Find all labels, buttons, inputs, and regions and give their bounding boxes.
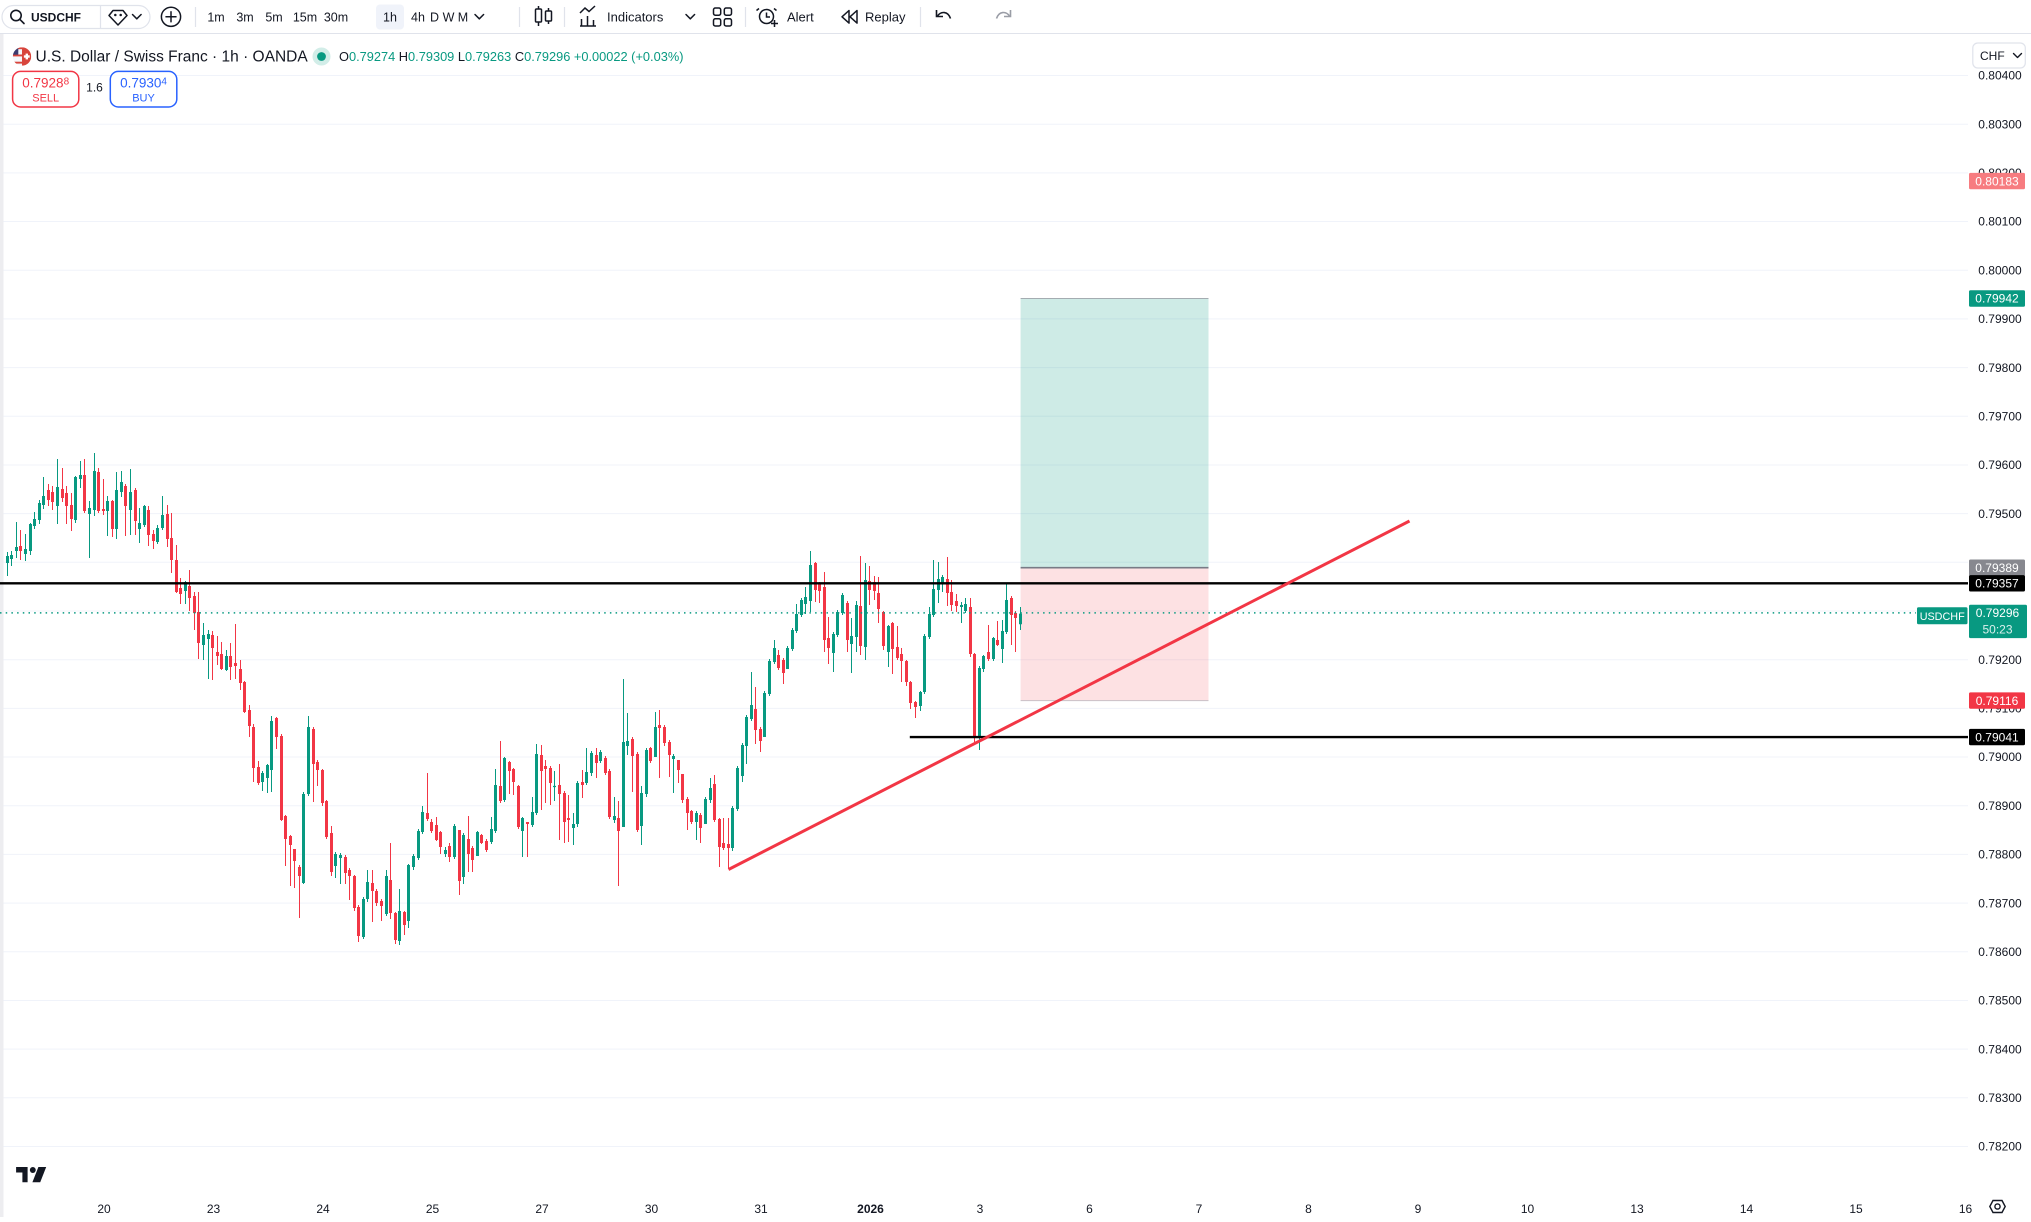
svg-text:0.80183: 0.80183	[1975, 174, 2019, 188]
svg-text:0.80400: 0.80400	[1978, 69, 2022, 83]
svg-text:24: 24	[316, 1202, 330, 1216]
svg-text:USDCHF: USDCHF	[1920, 611, 1965, 623]
svg-text:M: M	[458, 11, 468, 25]
svg-text:0.80000: 0.80000	[1978, 263, 2022, 277]
svg-text:Alert: Alert	[787, 10, 814, 25]
svg-text:0.78400: 0.78400	[1978, 1042, 2022, 1056]
svg-text:13: 13	[1630, 1202, 1644, 1216]
svg-text:0.79357: 0.79357	[1975, 577, 2019, 591]
svg-text:Replay: Replay	[865, 10, 906, 25]
svg-text:30m: 30m	[324, 11, 348, 25]
svg-text:0.80100: 0.80100	[1978, 215, 2022, 229]
svg-text:27: 27	[535, 1202, 549, 1216]
svg-text:BUY: BUY	[132, 93, 155, 105]
svg-text:7: 7	[1196, 1202, 1203, 1216]
svg-text:20: 20	[97, 1202, 111, 1216]
svg-text:0.79500: 0.79500	[1978, 507, 2022, 521]
svg-text:0.79304: 0.79304	[120, 76, 167, 91]
svg-text:0.79200: 0.79200	[1978, 653, 2022, 667]
svg-text:5m: 5m	[265, 11, 282, 25]
svg-text:SELL: SELL	[32, 93, 59, 105]
svg-text:0.78200: 0.78200	[1978, 1140, 2022, 1154]
svg-text:0.78600: 0.78600	[1978, 945, 2022, 959]
svg-text:0.78800: 0.78800	[1978, 848, 2022, 862]
svg-text:0.78900: 0.78900	[1978, 799, 2022, 813]
svg-text:1m: 1m	[207, 11, 224, 25]
svg-text:0.78300: 0.78300	[1978, 1091, 2022, 1105]
svg-text:0.79288: 0.79288	[22, 76, 69, 91]
svg-text:4h: 4h	[411, 11, 425, 25]
svg-text:0.79700: 0.79700	[1978, 410, 2022, 424]
svg-text:1.6: 1.6	[86, 81, 103, 95]
svg-text:23: 23	[207, 1202, 221, 1216]
svg-text:3: 3	[977, 1202, 984, 1216]
svg-text:3m: 3m	[236, 11, 253, 25]
svg-text:CHF: CHF	[1980, 49, 2005, 63]
svg-text:O0.79274 H0.79309 L0.79263 C0.: O0.79274 H0.79309 L0.79263 C0.79296 +0.0…	[339, 49, 683, 64]
svg-text:0.79116: 0.79116	[1976, 694, 2019, 708]
svg-text:D: D	[430, 11, 439, 25]
svg-text:W: W	[443, 11, 455, 25]
svg-text:0.78500: 0.78500	[1978, 994, 2022, 1008]
svg-text:0.79389: 0.79389	[1975, 561, 2019, 575]
svg-text:14: 14	[1740, 1202, 1754, 1216]
svg-text:0.79900: 0.79900	[1978, 312, 2022, 326]
svg-text:16: 16	[1959, 1202, 1973, 1216]
svg-text:8: 8	[1305, 1202, 1312, 1216]
svg-text:6: 6	[1086, 1202, 1093, 1216]
svg-text:2026: 2026	[857, 1202, 884, 1216]
svg-text:0.79942: 0.79942	[1975, 292, 2019, 306]
svg-text:1h: 1h	[383, 11, 397, 25]
svg-text:0.80300: 0.80300	[1978, 117, 2022, 131]
svg-text:0.79041: 0.79041	[1975, 730, 2019, 744]
svg-text:0.79000: 0.79000	[1978, 750, 2022, 764]
svg-text:Indicators: Indicators	[607, 10, 664, 25]
svg-text:31: 31	[754, 1202, 768, 1216]
svg-text:USDCHF: USDCHF	[31, 11, 81, 25]
svg-text:10: 10	[1521, 1202, 1535, 1216]
svg-text:50:23: 50:23	[1982, 623, 2012, 637]
svg-text:U.S. Dollar / Swiss Franc · 1h: U.S. Dollar / Swiss Franc · 1h · OANDA	[36, 49, 309, 66]
svg-text:0.78700: 0.78700	[1978, 896, 2022, 910]
svg-text:0.79296: 0.79296	[1976, 606, 2020, 620]
svg-text:9: 9	[1415, 1202, 1422, 1216]
svg-text:15m: 15m	[293, 11, 317, 25]
svg-text:0.79800: 0.79800	[1978, 361, 2022, 375]
svg-text:30: 30	[645, 1202, 659, 1216]
svg-text:0.79600: 0.79600	[1978, 458, 2022, 472]
svg-text:15: 15	[1849, 1202, 1863, 1216]
svg-text:25: 25	[426, 1202, 440, 1216]
